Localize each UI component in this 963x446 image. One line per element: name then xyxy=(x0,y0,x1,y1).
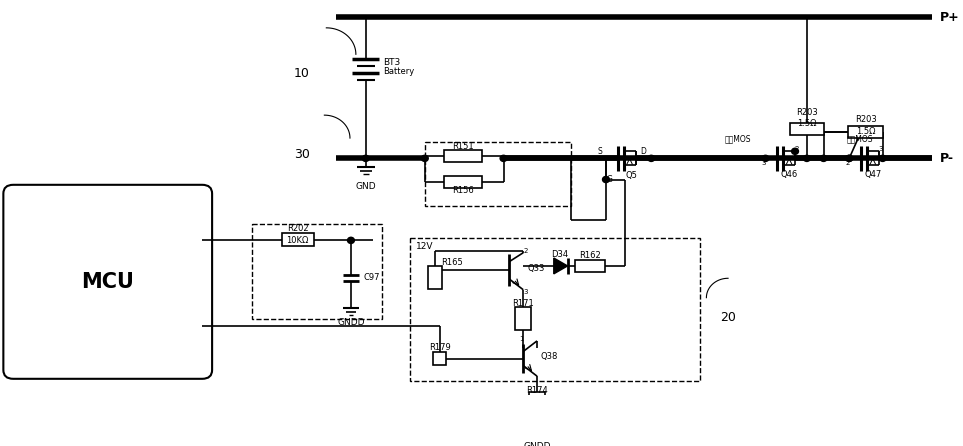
Bar xyxy=(790,123,823,136)
Text: MCU: MCU xyxy=(81,272,134,292)
Circle shape xyxy=(820,155,827,161)
Circle shape xyxy=(500,155,507,161)
Text: Battery: Battery xyxy=(383,66,415,75)
Bar xyxy=(432,352,447,365)
Polygon shape xyxy=(554,258,567,274)
Bar xyxy=(515,307,532,330)
Text: D: D xyxy=(640,147,646,156)
Bar xyxy=(445,149,482,162)
Circle shape xyxy=(422,155,429,161)
Text: GNDD: GNDD xyxy=(337,318,365,327)
Text: GND: GND xyxy=(355,182,376,191)
Bar xyxy=(252,223,382,319)
Circle shape xyxy=(792,148,798,154)
Text: 1.5Ω: 1.5Ω xyxy=(856,128,875,136)
Text: 12V: 12V xyxy=(416,242,433,251)
Text: R203: R203 xyxy=(796,108,818,117)
Text: R174: R174 xyxy=(526,386,548,395)
Text: Q38: Q38 xyxy=(541,352,559,361)
Circle shape xyxy=(603,177,610,182)
Text: R162: R162 xyxy=(580,251,601,260)
Bar xyxy=(282,233,314,246)
Text: R156: R156 xyxy=(453,186,474,195)
Bar xyxy=(529,392,545,413)
Text: R179: R179 xyxy=(429,343,451,351)
Bar xyxy=(576,260,605,272)
Text: 2: 2 xyxy=(845,160,849,166)
Bar xyxy=(428,266,441,289)
Bar xyxy=(848,126,883,138)
Text: R202: R202 xyxy=(287,224,308,233)
Circle shape xyxy=(762,155,768,161)
Text: 2: 2 xyxy=(794,146,799,152)
Text: R203: R203 xyxy=(855,115,876,124)
Text: R151: R151 xyxy=(453,141,474,150)
Text: D34: D34 xyxy=(551,250,568,259)
Text: Q33: Q33 xyxy=(527,264,544,273)
Text: 30: 30 xyxy=(294,149,310,161)
Bar xyxy=(425,142,570,206)
Text: S: S xyxy=(598,147,603,156)
Bar xyxy=(410,238,700,380)
Text: 10: 10 xyxy=(294,67,310,80)
Text: GNDD: GNDD xyxy=(523,442,551,446)
Text: 1.5Ω: 1.5Ω xyxy=(797,119,817,128)
Circle shape xyxy=(879,155,886,161)
Text: P+: P+ xyxy=(940,11,959,24)
Text: P-: P- xyxy=(940,152,953,165)
Text: 充电MOS: 充电MOS xyxy=(846,134,873,144)
Circle shape xyxy=(846,155,852,161)
Text: Q47: Q47 xyxy=(864,170,881,179)
Bar xyxy=(445,176,482,188)
Text: C97: C97 xyxy=(364,273,380,282)
Circle shape xyxy=(846,155,852,161)
Text: Q46: Q46 xyxy=(780,170,797,179)
Circle shape xyxy=(348,237,354,244)
Text: 放电MOS: 放电MOS xyxy=(725,134,751,144)
Text: 3: 3 xyxy=(762,160,766,166)
Circle shape xyxy=(362,155,369,161)
Text: 3: 3 xyxy=(878,146,883,152)
Text: BT3: BT3 xyxy=(383,58,401,67)
Text: 1: 1 xyxy=(519,336,524,342)
Text: R165: R165 xyxy=(441,258,463,267)
Text: 3: 3 xyxy=(523,289,528,295)
Text: Q5: Q5 xyxy=(626,172,638,181)
Text: R171: R171 xyxy=(512,299,534,308)
Text: 10KΩ: 10KΩ xyxy=(287,236,309,245)
Text: 2: 2 xyxy=(523,248,528,254)
Text: G: G xyxy=(607,175,612,184)
Circle shape xyxy=(648,155,655,161)
FancyBboxPatch shape xyxy=(3,185,212,379)
Text: 20: 20 xyxy=(720,310,736,324)
Circle shape xyxy=(803,155,810,161)
